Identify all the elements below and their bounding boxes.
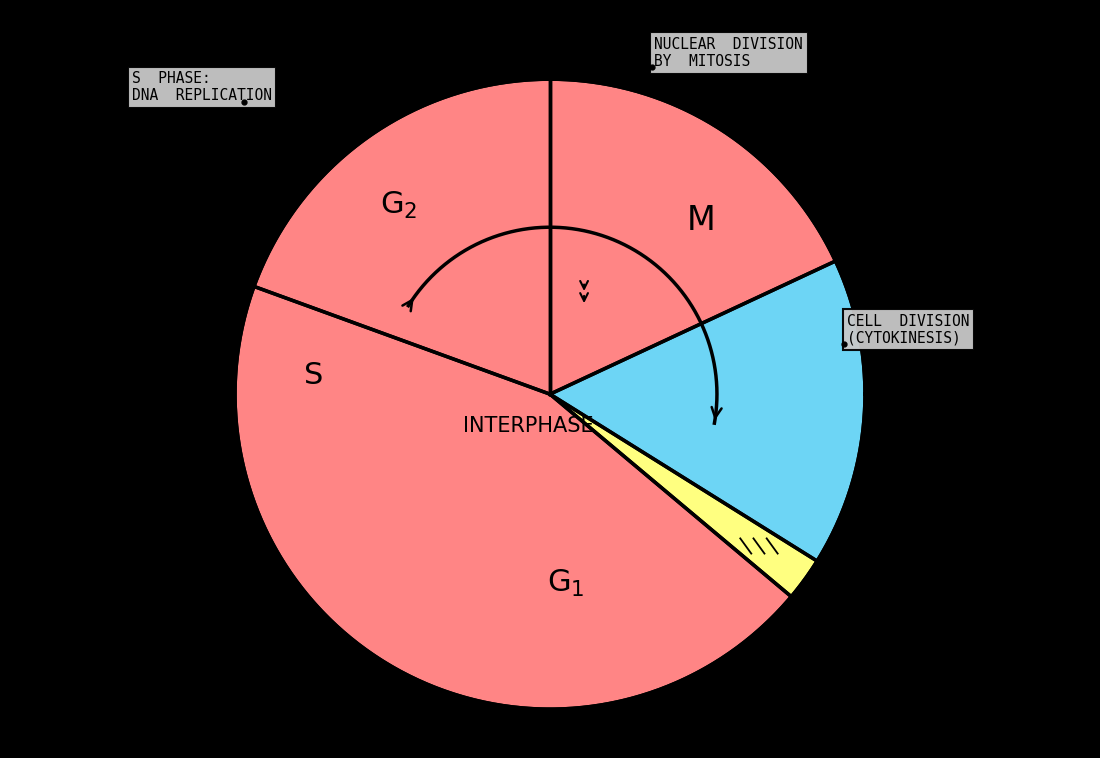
Text: M: M [686, 205, 716, 237]
Text: G$_2$: G$_2$ [381, 190, 418, 221]
Polygon shape [235, 287, 791, 709]
Text: CELL  DIVISION
(CYTOKINESIS): CELL DIVISION (CYTOKINESIS) [847, 314, 969, 346]
Text: NUCLEAR  DIVISION
BY  MITOSIS: NUCLEAR DIVISION BY MITOSIS [654, 37, 803, 69]
Polygon shape [550, 261, 865, 561]
Polygon shape [550, 394, 817, 597]
Polygon shape [254, 79, 550, 394]
Text: INTERPHASE: INTERPHASE [463, 415, 593, 436]
Polygon shape [550, 79, 836, 394]
Text: S  PHASE:
DNA  REPLICATION: S PHASE: DNA REPLICATION [132, 71, 272, 103]
Text: G$_1$: G$_1$ [547, 568, 584, 599]
Text: S: S [304, 361, 323, 390]
